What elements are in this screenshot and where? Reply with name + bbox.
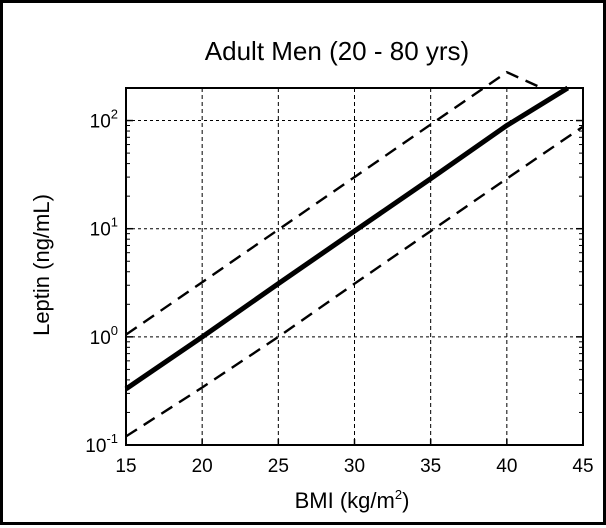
series-line-bound-1 bbox=[125, 70, 543, 336]
chart: Adult Men (20 - 80 yrs) 15 20 25 30 35 40 4510… bbox=[29, 36, 594, 513]
series-line-bound-2 bbox=[125, 125, 584, 438]
y-tick-exponent: -1 bbox=[106, 431, 118, 446]
x-axis-label: BMI (kg/m2) bbox=[295, 487, 410, 513]
y-tick-label: 100 bbox=[90, 323, 118, 349]
y-tick-base: 10 bbox=[90, 328, 111, 349]
series-line-center bbox=[124, 85, 570, 391]
x-axis-label-base: BMI (kg/m bbox=[295, 488, 395, 513]
series-layer bbox=[124, 70, 584, 438]
y-tick-base: 10 bbox=[90, 220, 111, 241]
x-tick-label: 40 bbox=[496, 456, 517, 477]
x-tick-label: 15 bbox=[115, 456, 136, 477]
x-tick-label: 25 bbox=[268, 456, 289, 477]
x-axis-label-close: ) bbox=[402, 488, 409, 513]
ticks bbox=[125, 119, 584, 446]
y-tick-exponent: 2 bbox=[111, 107, 118, 122]
x-tick-label: 20 bbox=[192, 456, 213, 477]
x-axis-label-exponent: 2 bbox=[395, 487, 402, 502]
y-tick-exponent: 0 bbox=[111, 323, 118, 338]
y-tick-label: 101 bbox=[90, 215, 118, 241]
x-tick-label: 35 bbox=[420, 456, 441, 477]
x-tick-label: 45 bbox=[572, 456, 593, 477]
y-tick-exponent: 1 bbox=[111, 215, 118, 230]
chart-title: Adult Men (20 - 80 yrs) bbox=[205, 36, 469, 66]
grid bbox=[126, 88, 583, 445]
y-tick-label: 10-1 bbox=[85, 431, 118, 457]
x-tick-label: 30 bbox=[344, 456, 365, 477]
y-tick-base: 10 bbox=[90, 112, 111, 133]
y-tick-base: 10 bbox=[85, 436, 106, 457]
y-axis-label: Leptin (ng/mL) bbox=[29, 194, 54, 336]
y-tick-label: 102 bbox=[90, 107, 118, 133]
